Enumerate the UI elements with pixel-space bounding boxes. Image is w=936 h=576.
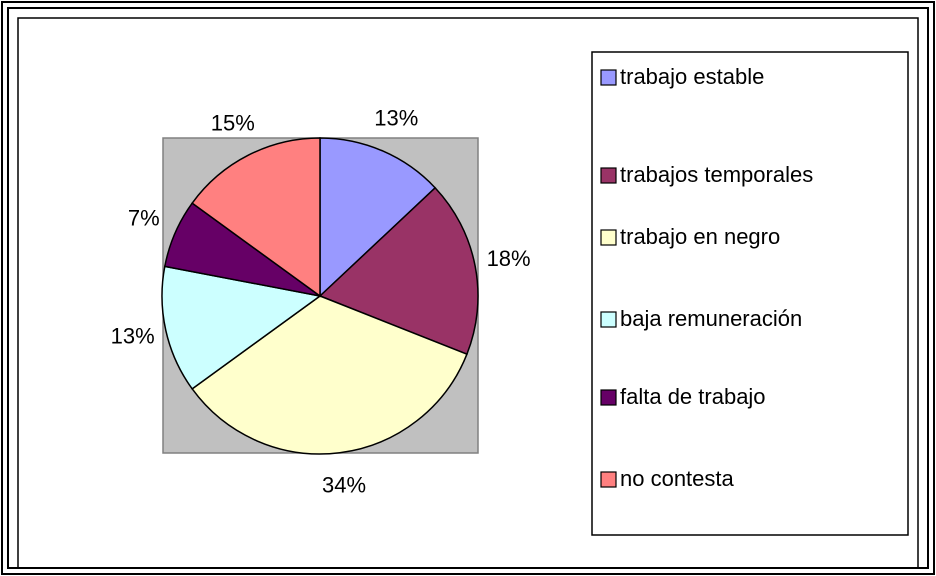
legend-label: no contesta — [620, 466, 735, 491]
legend-label: trabajo en negro — [620, 224, 780, 249]
data-label: 13% — [374, 106, 418, 131]
data-label: 15% — [211, 111, 255, 136]
pie-slice — [161, 265, 322, 390]
legend-swatch — [600, 167, 617, 184]
pie-slice — [191, 137, 321, 298]
legend-swatch — [600, 229, 617, 246]
legend-box — [591, 51, 909, 536]
legend-label: trabajo estable — [620, 64, 764, 89]
legend-swatch — [600, 471, 617, 488]
legend-label: baja remuneración — [620, 306, 802, 331]
legend-swatch — [600, 389, 617, 406]
data-label: 13% — [111, 324, 155, 349]
legend-swatch — [600, 69, 617, 86]
pie-slice — [319, 137, 437, 298]
chart-area — [17, 17, 919, 569]
legend-swatch — [600, 311, 617, 328]
data-label: 7% — [128, 206, 160, 231]
legend-label: trabajos temporales — [620, 162, 813, 187]
pie-slice — [191, 295, 468, 455]
data-label: 34% — [322, 472, 366, 497]
legend-label: falta de trabajo — [620, 384, 766, 409]
pie-slice — [318, 186, 479, 356]
data-label: 18% — [487, 246, 531, 271]
